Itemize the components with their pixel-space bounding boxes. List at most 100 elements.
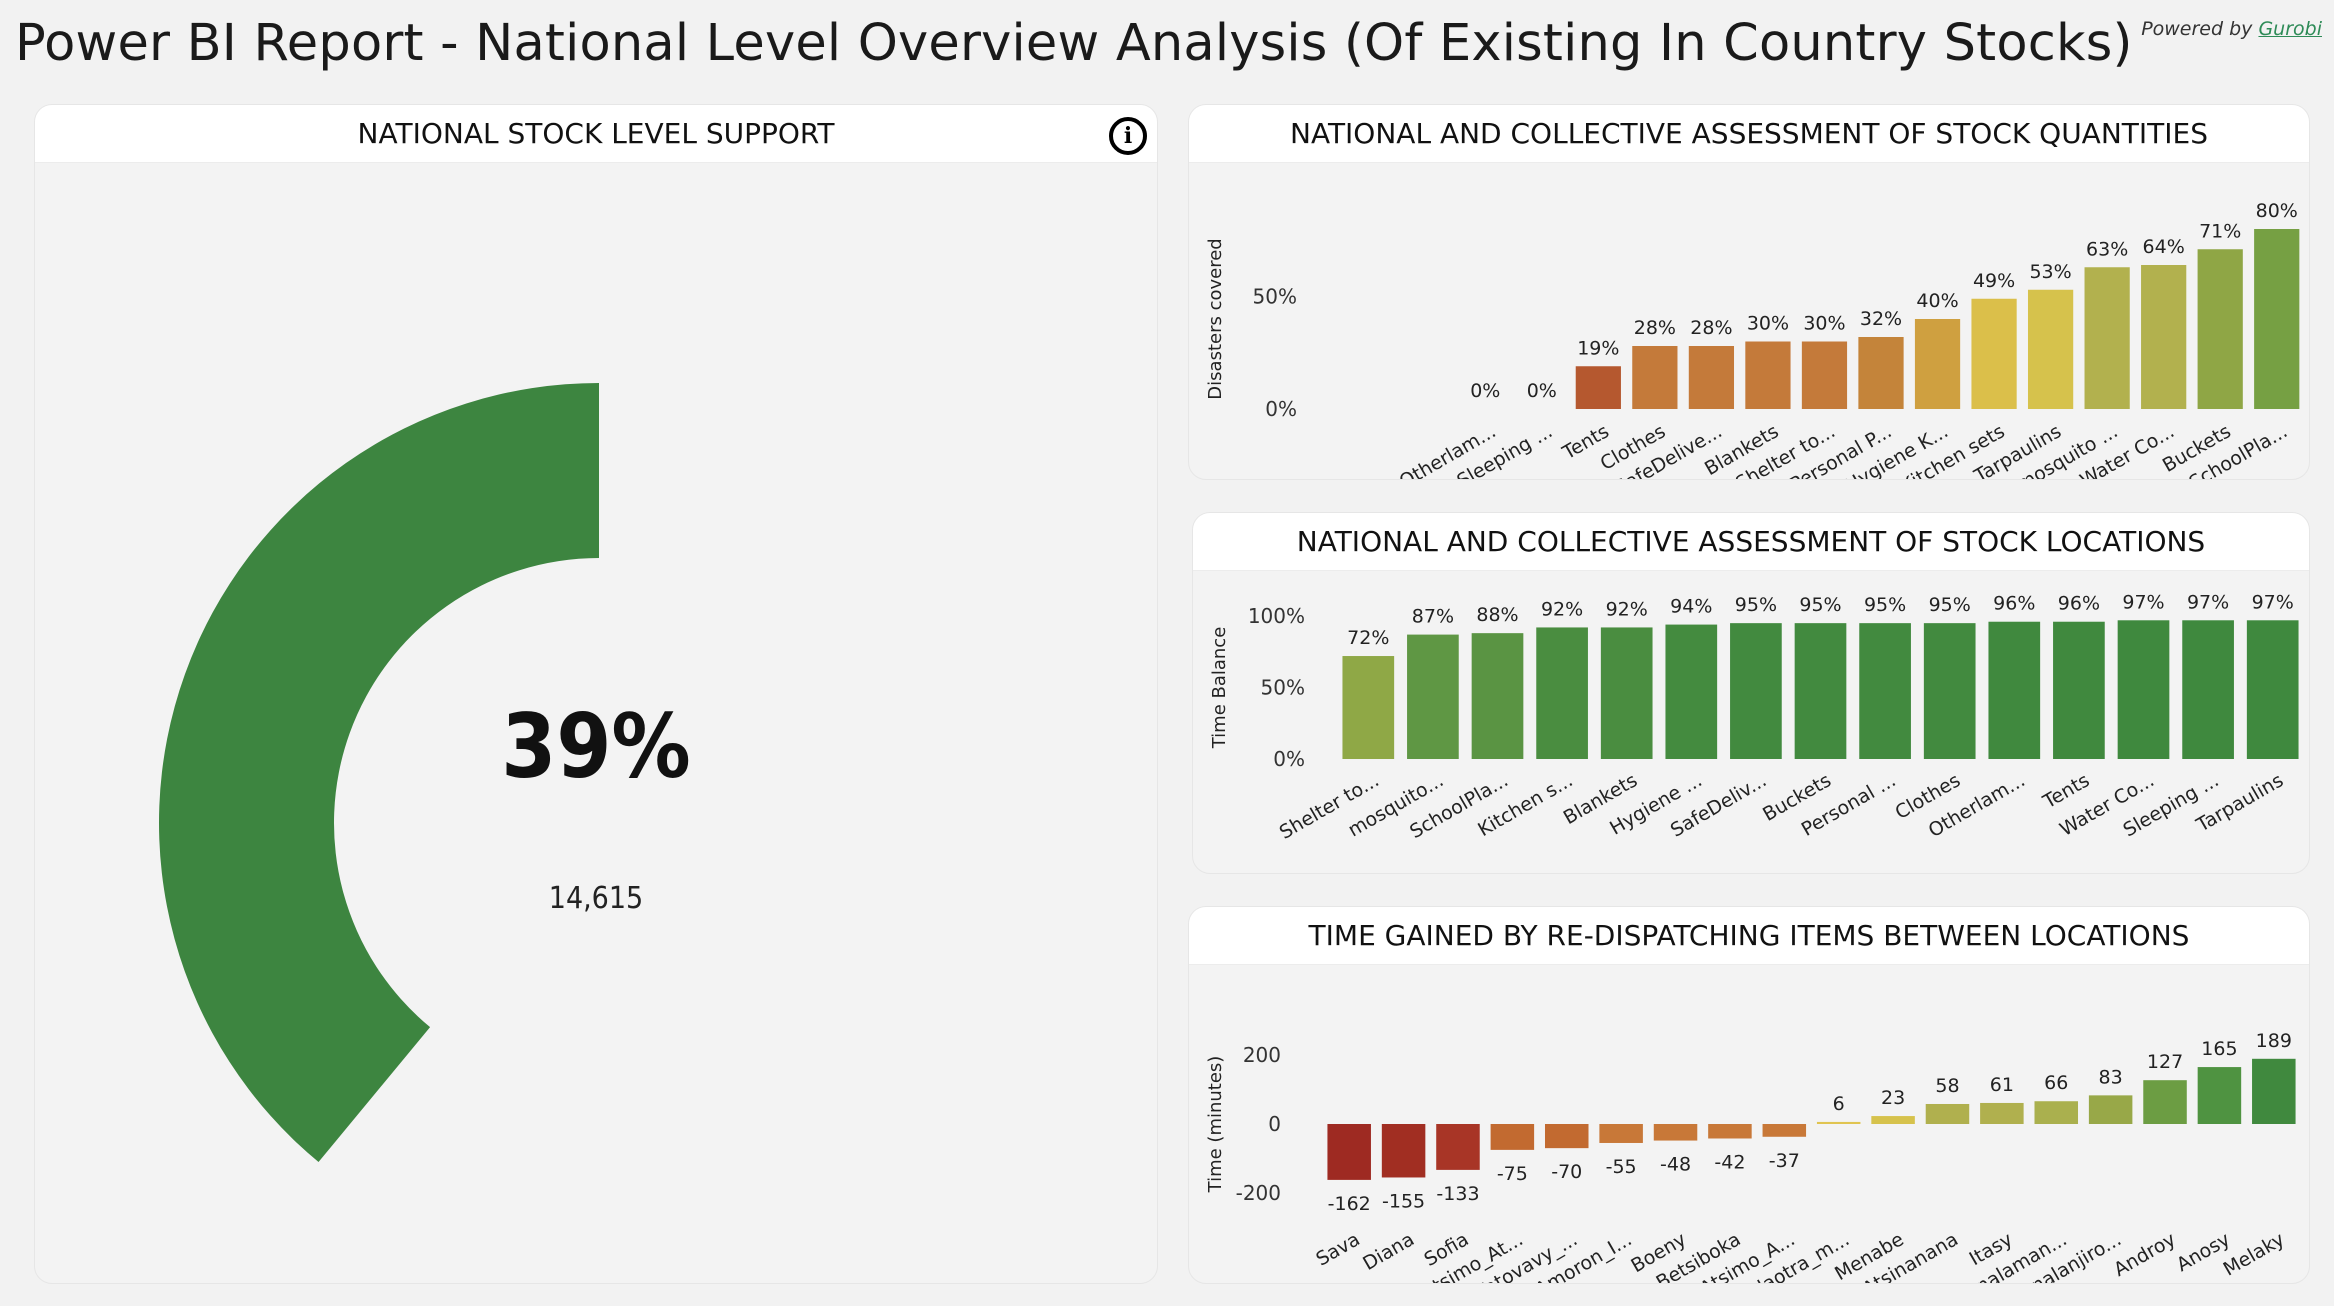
bar[interactable]: [1381, 1124, 1426, 1178]
gauge-card: NATIONAL STOCK LEVEL SUPPORT i 39% 14,61…: [34, 104, 1158, 1284]
bar[interactable]: [1971, 298, 2017, 409]
stock-locations-header: NATIONAL AND COLLECTIVE ASSESSMENT OF ST…: [1193, 513, 2309, 571]
time-gained-header: TIME GAINED BY RE-DISPATCHING ITEMS BETW…: [1189, 907, 2309, 965]
bar[interactable]: [2197, 1067, 2242, 1124]
x-tick-label: Sava: [1312, 1228, 1363, 1270]
bar[interactable]: [2197, 249, 2243, 409]
bar[interactable]: [1871, 1116, 1915, 1124]
bar[interactable]: [1745, 341, 1791, 410]
bar[interactable]: [2143, 1080, 2187, 1124]
data-label: 96%: [1993, 593, 2035, 615]
bar[interactable]: [1816, 1121, 1861, 1124]
bar[interactable]: [1471, 633, 1524, 759]
data-label: 97%: [2252, 591, 2294, 613]
y-axis-label: Time Balance: [1209, 627, 1230, 750]
time-gained-chart: Time (minutes) -200 0 200 -162 Sava -155 Diana -…: [1205, 1030, 2296, 1283]
data-label: 97%: [2187, 591, 2229, 613]
bar[interactable]: [1859, 623, 1911, 759]
data-label: 49%: [1973, 270, 2015, 292]
gauge-percent: 39%: [501, 695, 691, 798]
bar[interactable]: [1575, 366, 1621, 409]
bar[interactable]: [1801, 341, 1848, 410]
stock-quantities-chart: Disasters covered0%50%0%Otherlam...0%Sle…: [1205, 200, 2300, 479]
bar[interactable]: [2053, 621, 2105, 759]
bar[interactable]: [1794, 623, 1847, 759]
report-title: Power BI Report - National Level Overvie…: [15, 14, 2133, 73]
bar[interactable]: [2027, 289, 2074, 409]
y-tick-label: 0: [1268, 1112, 1281, 1136]
bar[interactable]: [1925, 1103, 1970, 1124]
y-tick-label: 0%: [1265, 397, 1297, 421]
bar[interactable]: [1490, 1124, 1535, 1150]
bar[interactable]: [1342, 656, 1395, 759]
stock-quantities-title: NATIONAL AND COLLECTIVE ASSESSMENT OF ST…: [1290, 117, 2208, 150]
data-label: 30%: [1803, 313, 1845, 335]
bar[interactable]: [1988, 621, 2041, 759]
bar[interactable]: [2254, 229, 2300, 409]
data-label: 87%: [1412, 606, 1454, 628]
stock-quantities-card: NATIONAL AND COLLECTIVE ASSESSMENT OF ST…: [1188, 104, 2310, 480]
gurobi-link[interactable]: Gurobi: [2258, 18, 2322, 40]
bar[interactable]: [1914, 319, 1961, 409]
data-label: 96%: [2058, 593, 2100, 615]
bar[interactable]: [1544, 1124, 1589, 1149]
bar[interactable]: [2182, 620, 2234, 759]
bar[interactable]: [2141, 265, 2187, 409]
bar[interactable]: [1858, 337, 1904, 409]
y-tick-label: 50%: [1261, 676, 1305, 700]
bar[interactable]: [1708, 1124, 1752, 1139]
data-label: -48: [1660, 1154, 1691, 1176]
bar[interactable]: [1923, 623, 1976, 759]
data-label: 97%: [2122, 591, 2164, 613]
powered-by-prefix: Powered by: [2141, 18, 2253, 40]
data-label: 80%: [2256, 200, 2298, 222]
data-label: 32%: [1860, 308, 1902, 330]
bar[interactable]: [2117, 620, 2170, 759]
bar[interactable]: [1653, 1124, 1698, 1141]
data-label: 0%: [1527, 380, 1557, 402]
bar[interactable]: [1632, 346, 1678, 409]
data-label: -133: [1436, 1183, 1479, 1205]
data-label: 88%: [1476, 604, 1518, 626]
stock-locations-card: NATIONAL AND COLLECTIVE ASSESSMENT OF ST…: [1192, 512, 2310, 874]
bar[interactable]: [2246, 620, 2299, 759]
data-label: 94%: [1670, 596, 1712, 618]
bar[interactable]: [1536, 627, 1588, 759]
bar[interactable]: [2084, 267, 2130, 409]
bar[interactable]: [1980, 1102, 2024, 1124]
stock-locations-title: NATIONAL AND COLLECTIVE ASSESSMENT OF ST…: [1296, 525, 2206, 558]
gauge-count: 14,615: [548, 881, 644, 916]
bar[interactable]: [1600, 627, 1653, 759]
bar[interactable]: [1407, 634, 1459, 759]
data-label: 28%: [1690, 317, 1732, 339]
data-label: 92%: [1541, 598, 1583, 620]
data-label: 92%: [1606, 598, 1648, 620]
bar[interactable]: [1688, 346, 1735, 409]
bar[interactable]: [2252, 1058, 2296, 1124]
bar[interactable]: [1327, 1124, 1371, 1180]
gauge-card-title: NATIONAL STOCK LEVEL SUPPORT: [357, 117, 835, 150]
y-axis-label: Disasters covered: [1205, 238, 1226, 399]
data-label: -162: [1328, 1193, 1371, 1215]
bar[interactable]: [1599, 1124, 1643, 1143]
bar[interactable]: [1436, 1124, 1480, 1170]
data-label: 165: [2201, 1038, 2237, 1060]
bar[interactable]: [2034, 1101, 2079, 1124]
bar[interactable]: [1762, 1124, 1807, 1137]
data-label: 95%: [1929, 594, 1971, 616]
data-label: 58: [1935, 1075, 1959, 1097]
bar[interactable]: [1665, 624, 1718, 759]
y-tick-label: 200: [1243, 1043, 1281, 1067]
data-label: 53%: [2029, 261, 2071, 283]
gauge-arc: [159, 383, 599, 1163]
y-axis-label: Time (minutes): [1205, 1056, 1226, 1194]
data-label: 23: [1881, 1087, 1905, 1109]
bar[interactable]: [2088, 1095, 2133, 1124]
info-icon[interactable]: i: [1109, 117, 1147, 155]
bar[interactable]: [1730, 623, 1782, 759]
data-label: 95%: [1735, 594, 1777, 616]
data-label: 28%: [1634, 317, 1676, 339]
data-label: 30%: [1747, 313, 1789, 335]
powered-by: Powered by Gurobi: [2141, 18, 2322, 40]
